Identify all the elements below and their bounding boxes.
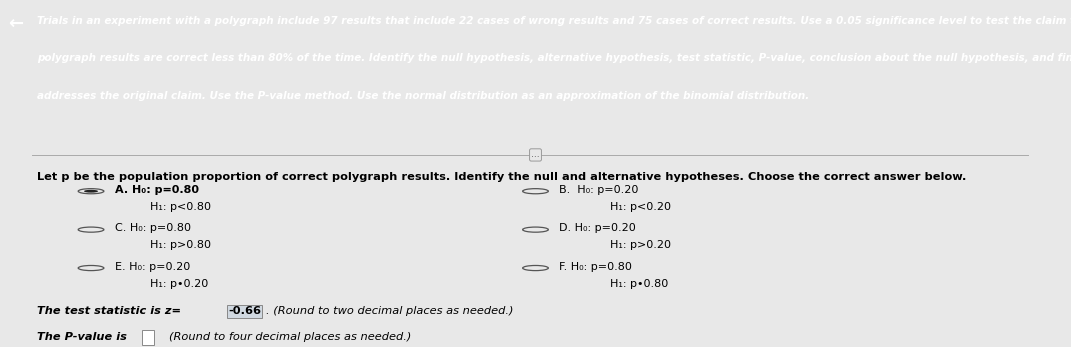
Text: H₁: p>0.80: H₁: p>0.80 bbox=[150, 240, 211, 250]
Text: H₁: p<0.80: H₁: p<0.80 bbox=[150, 202, 211, 212]
Text: B.  H₀: p=0.20: B. H₀: p=0.20 bbox=[559, 185, 638, 195]
Text: ←: ← bbox=[9, 15, 24, 33]
Text: (Round to four decimal places as needed.): (Round to four decimal places as needed.… bbox=[169, 332, 411, 342]
Circle shape bbox=[84, 190, 99, 193]
Text: The P-value is: The P-value is bbox=[37, 332, 127, 342]
Text: F. H₀: p=0.80: F. H₀: p=0.80 bbox=[559, 262, 632, 272]
Text: D. H₀: p=0.20: D. H₀: p=0.20 bbox=[559, 223, 636, 233]
Text: addresses the original claim. Use the P-value method. Use the normal distributio: addresses the original claim. Use the P-… bbox=[37, 91, 810, 101]
Text: H₁: p•0.80: H₁: p•0.80 bbox=[610, 279, 668, 289]
Text: -0.66: -0.66 bbox=[228, 306, 261, 316]
Text: H₁: p<0.20: H₁: p<0.20 bbox=[610, 202, 672, 212]
Text: Trials in an experiment with a polygraph include 97 results that include 22 case: Trials in an experiment with a polygraph… bbox=[37, 16, 1071, 26]
Text: A. H₀: p=0.80: A. H₀: p=0.80 bbox=[115, 185, 198, 195]
Text: . (Round to two decimal places as needed.): . (Round to two decimal places as needed… bbox=[266, 306, 513, 316]
Text: E. H₀: p=0.20: E. H₀: p=0.20 bbox=[115, 262, 190, 272]
Text: H₁: p>0.20: H₁: p>0.20 bbox=[610, 240, 672, 250]
Text: Let p be the population proportion of correct polygraph results. Identify the nu: Let p be the population proportion of co… bbox=[37, 172, 967, 182]
Text: polygraph results are correct less than 80% of the time. Identify the null hypot: polygraph results are correct less than … bbox=[37, 53, 1071, 64]
Text: ...: ... bbox=[531, 151, 540, 159]
Text: C. H₀: p=0.80: C. H₀: p=0.80 bbox=[115, 223, 191, 233]
Text: The test statistic is z=: The test statistic is z= bbox=[37, 306, 181, 316]
Text: H₁: p•0.20: H₁: p•0.20 bbox=[150, 279, 208, 289]
